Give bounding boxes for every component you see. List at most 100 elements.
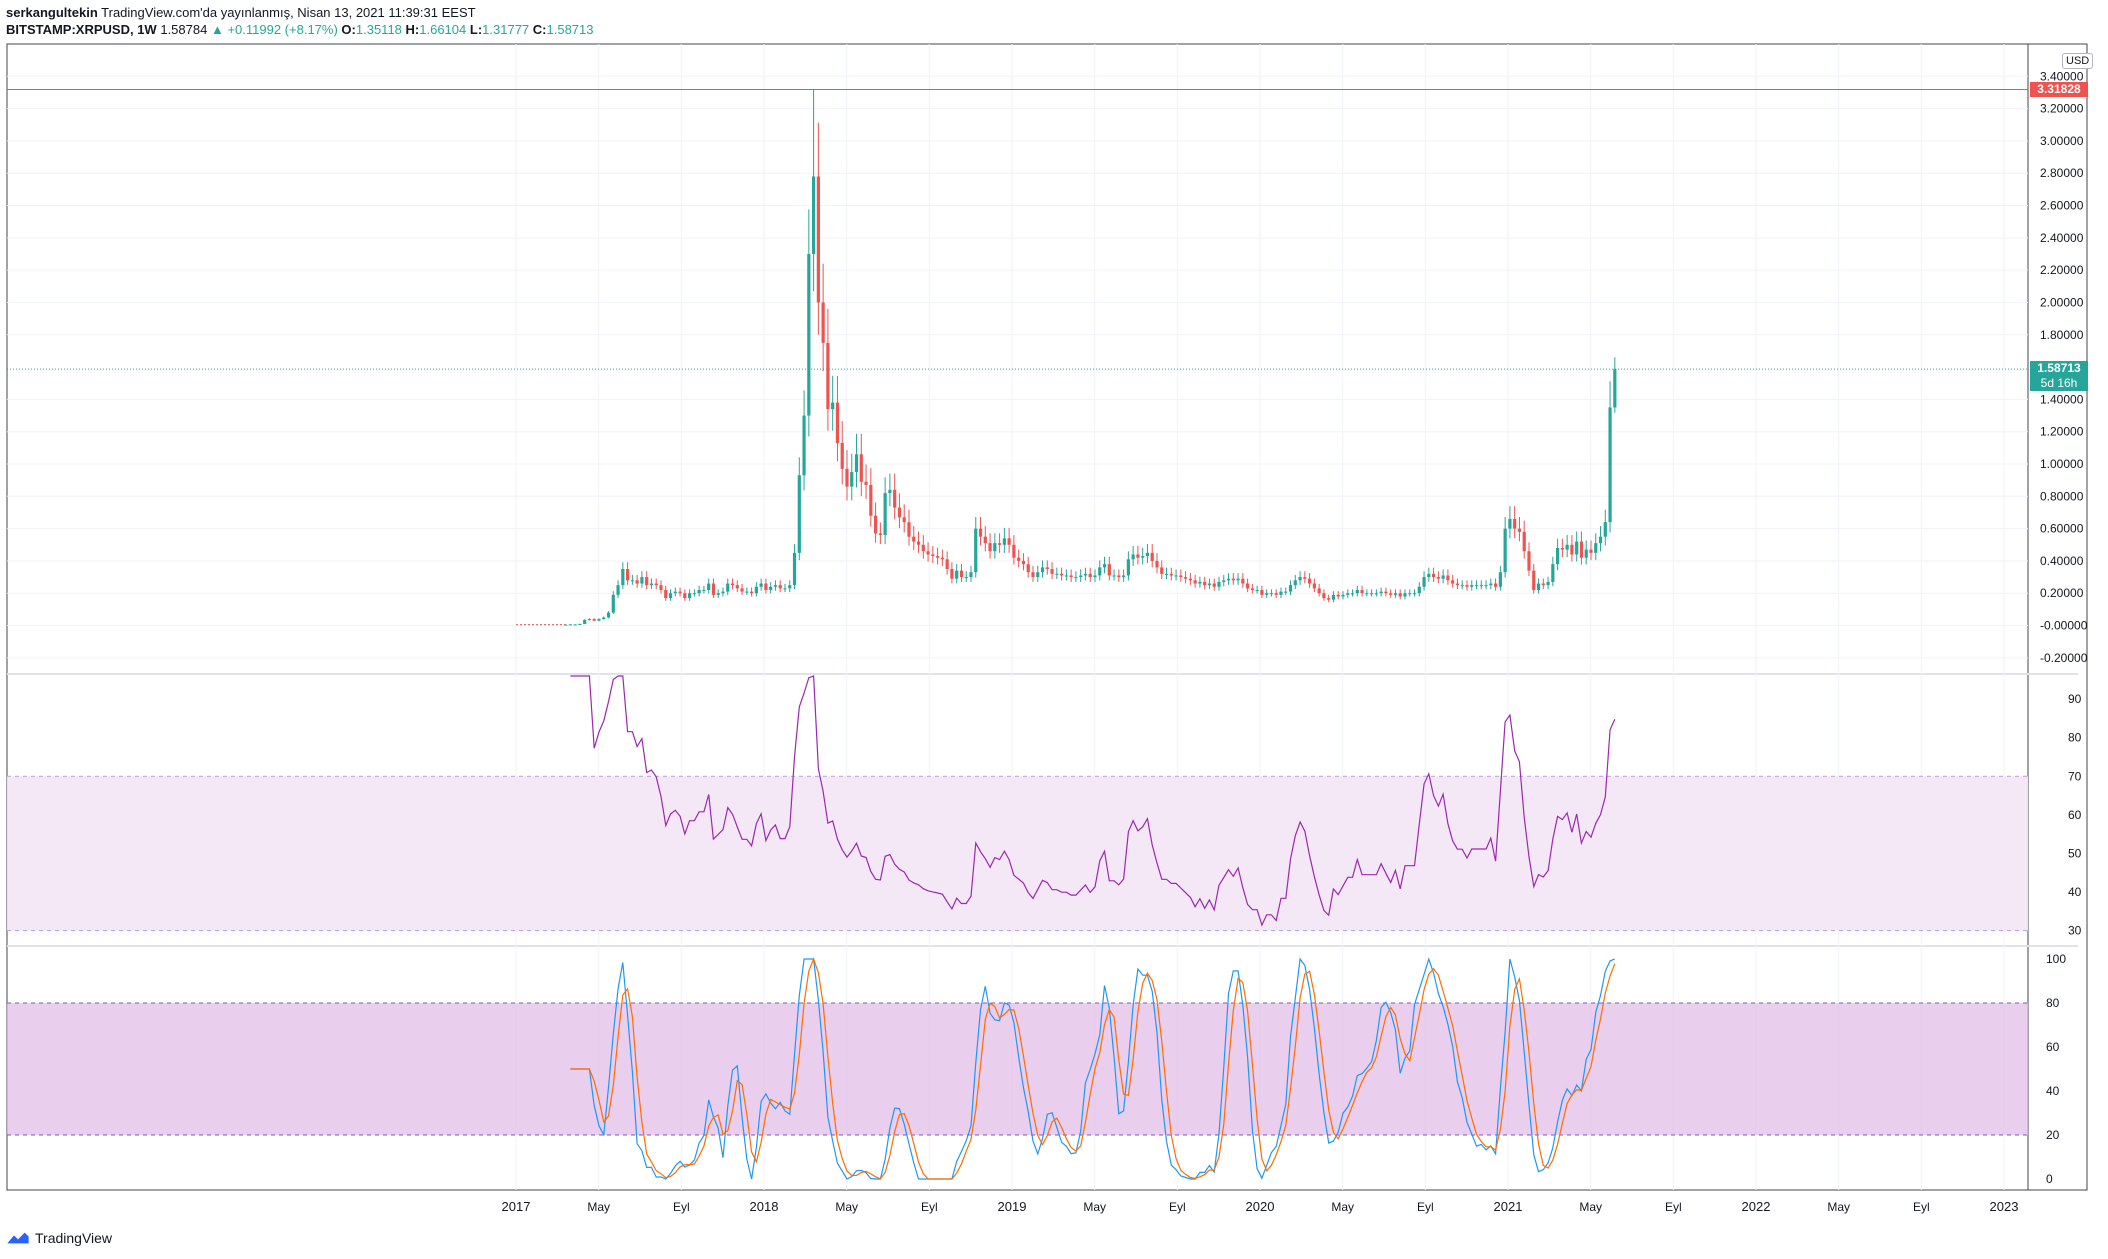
candle-body [1131, 554, 1135, 560]
candle-body [1584, 549, 1588, 558]
candle-body [840, 443, 844, 469]
candle-body [1350, 593, 1355, 595]
candle-body [716, 593, 720, 595]
price-tick-label: 0.80000 [2040, 489, 2084, 503]
candle-body [626, 569, 630, 581]
candle-body [1498, 572, 1502, 587]
last-price: 1.58784 [160, 22, 208, 37]
candle-body [730, 583, 735, 586]
candle-body [1446, 575, 1450, 581]
time-tick-label: Eyl [1417, 1200, 1434, 1214]
candle-body [697, 590, 701, 594]
candle-body [1098, 567, 1102, 576]
candle-body [931, 554, 935, 557]
candle-body [1560, 548, 1564, 550]
candle-body [1017, 557, 1021, 561]
candle-body [688, 593, 692, 599]
candle-body [940, 557, 944, 560]
bar-countdown: 5d 16h [2040, 376, 2078, 391]
candle-body [1374, 593, 1378, 595]
price-tick-label: 0.40000 [2040, 554, 2084, 568]
candle-body [611, 594, 615, 613]
candle-body [740, 588, 744, 592]
candle-body [921, 544, 925, 552]
candle-body [754, 586, 758, 594]
candle-body [1389, 593, 1393, 595]
open-value: 1.35118 [355, 22, 402, 37]
tradingview-logo-icon [7, 1232, 29, 1244]
candle-body [702, 590, 706, 591]
candle-body [597, 619, 601, 621]
candle-body [583, 619, 587, 624]
candle-body [1317, 588, 1321, 594]
candle-body [1069, 575, 1073, 578]
candle-body [1331, 594, 1336, 600]
candle-body [673, 591, 677, 594]
candle-body [864, 481, 868, 485]
stoch-d-line [570, 957, 1616, 1180]
brand-name: TradingView [35, 1230, 113, 1246]
candle-body [1102, 564, 1107, 568]
candle-body [692, 593, 696, 595]
time-tick-label: May [1827, 1200, 1850, 1214]
candle-body [959, 570, 964, 578]
price-tick-label: 0.60000 [2040, 522, 2084, 536]
candle-body [893, 489, 897, 508]
candle-body [1007, 538, 1011, 545]
candle-body [1455, 583, 1460, 586]
candle-body [606, 612, 611, 618]
candle-body [1460, 585, 1464, 587]
close-value: 1.58713 [546, 22, 594, 37]
candle-body [1327, 598, 1331, 600]
candle-body [1579, 541, 1584, 558]
candle-body [1432, 573, 1436, 578]
symbol-label[interactable]: BITSTAMP:XRPUSD, 1W [6, 22, 157, 37]
stoch-tick-label: 80 [2046, 996, 2060, 1010]
price-tick-label: 2.20000 [2040, 263, 2084, 277]
candle-body [831, 402, 835, 410]
candle-body [1393, 593, 1398, 595]
author[interactable]: serkangultekin [6, 5, 98, 20]
candle-body [969, 572, 973, 578]
price-tick-label: 0.20000 [2040, 586, 2084, 600]
candle-body [1079, 575, 1083, 578]
candle-body [1379, 591, 1383, 594]
price-tick-label: 2.00000 [2040, 295, 2084, 309]
candle-body [1226, 578, 1231, 581]
candle-body [1255, 590, 1259, 591]
candle-body [1250, 588, 1254, 590]
candle-body [1064, 575, 1068, 577]
price-change: ▲ +0.11992 (+8.17%) [210, 22, 338, 37]
candle-body [1346, 593, 1350, 595]
candle-body [1236, 578, 1240, 581]
time-tick-label: Eyl [1169, 1200, 1186, 1214]
high-label: H: [405, 22, 420, 37]
candle-body [907, 522, 911, 537]
candle-body [1489, 583, 1493, 586]
candle-body [1298, 577, 1302, 581]
candle-body [654, 583, 658, 586]
candle-body [1508, 518, 1512, 529]
candle-body [859, 454, 863, 482]
price-tick-label: 2.60000 [2040, 199, 2084, 213]
candle-body [616, 585, 620, 595]
candle-body [1150, 552, 1154, 561]
candle-body [888, 489, 892, 494]
price-tick-label: -0.20000 [2040, 651, 2088, 665]
candle-body [854, 454, 859, 473]
time-tick-label: 2020 [1246, 1199, 1275, 1214]
time-tick-label: 2023 [1990, 1199, 2019, 1214]
candle-body [1021, 560, 1026, 565]
candle-body [1107, 564, 1111, 576]
candle-body [835, 402, 840, 443]
footer-brand[interactable]: TradingView [6, 1230, 112, 1246]
candle-body [1522, 531, 1526, 552]
price-tick-label: 3.00000 [2040, 134, 2084, 148]
currency-button[interactable]: USD [2062, 53, 2094, 69]
candle-body [630, 580, 634, 582]
candle-body [1451, 580, 1455, 584]
time-tick-label: May [587, 1200, 610, 1214]
candle-body [1479, 585, 1483, 587]
candle-body [983, 536, 987, 544]
